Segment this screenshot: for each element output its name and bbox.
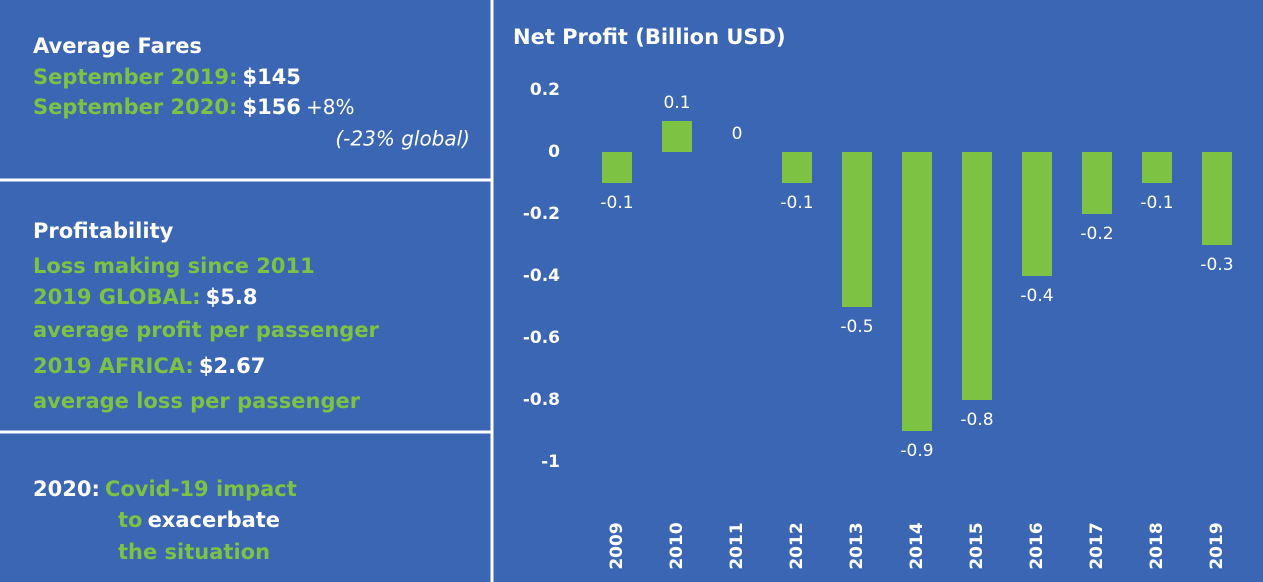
y-tick-label: -0.8 xyxy=(523,390,560,410)
fare-value: $145 xyxy=(242,65,300,89)
panel-title: Profitability xyxy=(33,219,174,243)
fare-value: $156 xyxy=(242,95,300,119)
profit-value: $2.67 xyxy=(199,354,265,378)
chart-title: Net Profit (Billion USD) xyxy=(513,25,786,49)
outlook-text: to xyxy=(118,508,142,532)
profit-line: Loss making since 2011 xyxy=(33,254,315,278)
bar xyxy=(602,152,632,183)
panel-title: Average Fares xyxy=(33,34,202,58)
outlook-line: 2020: Covid-19 impact xyxy=(33,477,297,501)
x-tick-label: 2009 xyxy=(607,522,627,569)
x-tick-label: 2010 xyxy=(667,522,687,569)
x-tick-label: 2016 xyxy=(1027,522,1047,569)
y-tick-label: -1 xyxy=(541,452,560,472)
bar xyxy=(1082,152,1112,214)
y-tick-label: 0.2 xyxy=(530,80,560,100)
profit-line: average loss per passenger xyxy=(33,389,361,413)
y-tick-label: -0.6 xyxy=(523,328,560,348)
x-tick-label: 2018 xyxy=(1147,522,1167,569)
bar xyxy=(962,152,992,400)
outlook-emphasis: exacerbate xyxy=(148,508,281,532)
profit-line: average profit per passenger xyxy=(33,318,380,342)
y-tick-label: 0 xyxy=(548,142,560,162)
value-label: -0.4 xyxy=(1020,286,1053,306)
x-tick-label: 2019 xyxy=(1207,522,1227,569)
value-label: -0.2 xyxy=(1080,224,1113,244)
bar xyxy=(782,152,812,183)
value-label: 0.1 xyxy=(663,93,690,113)
value-label: -0.1 xyxy=(600,193,633,213)
value-label: -0.9 xyxy=(900,441,933,461)
bar xyxy=(662,121,692,152)
x-tick-label: 2013 xyxy=(847,522,867,569)
profit-label: 2019 GLOBAL: xyxy=(33,285,201,309)
outlook-text: Covid-19 impact xyxy=(105,477,297,501)
profit-label: 2019 AFRICA: xyxy=(33,354,194,378)
bar xyxy=(842,152,872,307)
y-tick-label: -0.2 xyxy=(523,204,560,224)
value-label: -0.3 xyxy=(1200,255,1233,275)
value-label: -0.1 xyxy=(1140,193,1173,213)
fare-row: September 2019: $145 xyxy=(33,65,301,89)
outlook-text: the situation xyxy=(118,540,270,564)
fare-row: September 2020: $156 +8% xyxy=(33,95,355,120)
x-tick-label: 2012 xyxy=(787,522,807,569)
x-tick-label: 2015 xyxy=(967,522,987,569)
profit-line: 2019 GLOBAL: $5.8 xyxy=(33,285,257,309)
fare-label: September 2019: xyxy=(33,65,237,89)
value-label: 0 xyxy=(732,124,743,144)
profit-value: $5.8 xyxy=(206,285,258,309)
value-label: -0.8 xyxy=(960,410,993,430)
x-tick-label: 2011 xyxy=(727,522,747,569)
value-label: -0.5 xyxy=(840,317,873,337)
bar xyxy=(1022,152,1052,276)
y-tick-label: -0.4 xyxy=(523,266,560,286)
outlook-year: 2020: xyxy=(33,477,100,501)
fare-note: (-23% global) xyxy=(335,127,470,151)
bar xyxy=(902,152,932,431)
fare-change: +8% xyxy=(306,95,355,119)
bar xyxy=(1202,152,1232,245)
x-tick-label: 2014 xyxy=(907,522,927,569)
outlook-line: to exacerbate xyxy=(118,508,280,532)
value-label: -0.1 xyxy=(780,193,813,213)
x-tick-label: 2017 xyxy=(1087,522,1107,569)
bar xyxy=(1142,152,1172,183)
profit-line: 2019 AFRICA: $2.67 xyxy=(33,354,265,378)
fare-label: September 2020: xyxy=(33,95,237,119)
